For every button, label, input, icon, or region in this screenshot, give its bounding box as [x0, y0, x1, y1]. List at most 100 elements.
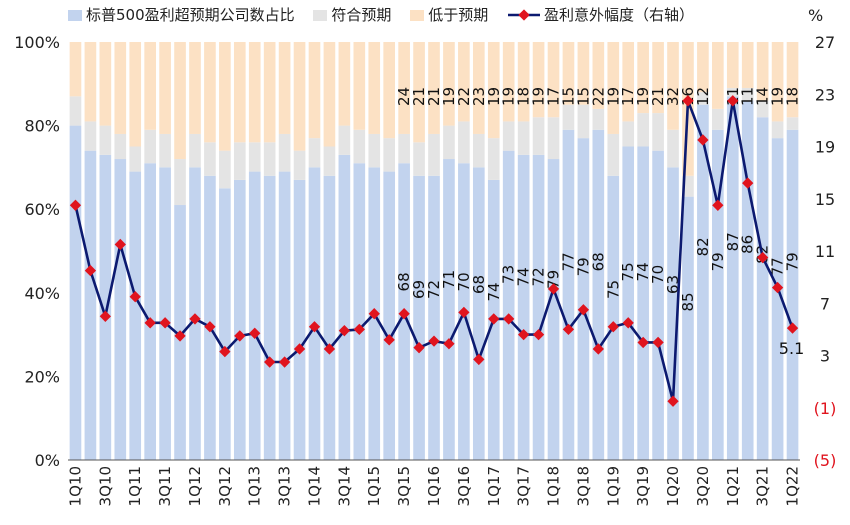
surprise-point-3Q11: [159, 317, 171, 329]
surprise-point-4Q20: [712, 199, 724, 211]
surprise-point-3Q20: [697, 134, 709, 146]
bar-inline-2Q21: [741, 87, 754, 101]
bar-label-beat-3Q20: 82: [694, 237, 712, 256]
x-tick-label: 1Q18: [545, 466, 563, 506]
surprise-point-1Q15: [368, 308, 380, 320]
bar-beat-1Q20: [667, 167, 679, 460]
bar-label-miss-4Q18: 22: [589, 87, 607, 106]
bar-miss-1Q14: [308, 42, 321, 139]
bar-beat-1Q19: [607, 175, 620, 460]
bar-label-beat-1Q17: 74: [485, 282, 503, 301]
bar-beat-4Q14: [353, 163, 366, 460]
surprise-point-2Q14: [323, 343, 336, 355]
surprise-point-1Q17: [488, 313, 500, 325]
bar-miss-3Q15: [398, 42, 410, 134]
bar-beat-3Q17: [517, 154, 530, 461]
x-tick-label: 1Q15: [365, 466, 383, 506]
surprise-point-4Q13: [293, 343, 306, 355]
bar-miss-3Q14: [338, 42, 351, 126]
x-tick-label: 1Q20: [664, 466, 682, 506]
bar-inline-4Q17: [532, 117, 545, 155]
legend-swatch-inline: [313, 10, 328, 21]
bar-label-beat-1Q19: 75: [604, 280, 622, 299]
bar-miss-2Q14: [323, 42, 336, 147]
bar-inline-3Q17: [517, 121, 530, 155]
bar-miss-4Q18: [592, 42, 605, 109]
bar-label-miss-2Q16: 19: [440, 87, 458, 106]
bar-beat-2Q17: [502, 150, 515, 460]
bar-miss-4Q12: [233, 42, 246, 143]
bar-inline-3Q15: [398, 133, 410, 164]
surprise-point-4Q19: [652, 336, 664, 349]
bar-miss-3Q11: [159, 42, 171, 134]
left-tick-label: 0%: [35, 451, 60, 470]
x-tick-label: 1Q17: [485, 466, 503, 506]
bar-inline-2Q19: [622, 121, 635, 147]
bar-miss-1Q22: [786, 42, 799, 118]
bar-beat-2Q13: [263, 175, 276, 460]
bar-miss-2Q17: [502, 42, 515, 122]
bar-label-beat-2Q18: 77: [559, 252, 577, 271]
bar-inline-1Q10: [69, 96, 82, 126]
bar-beat-3Q12: [219, 188, 231, 461]
surprise-point-1Q14: [308, 321, 321, 333]
surprise-point-1Q16: [428, 335, 440, 347]
bar-beat-4Q16: [472, 167, 485, 460]
bar-miss-3Q18: [577, 42, 590, 105]
bar-beat-3Q10: [99, 154, 112, 461]
bar-inline-3Q14: [338, 125, 351, 155]
bar-miss-4Q21: [771, 42, 784, 122]
surprise-point-4Q21: [771, 281, 784, 294]
bar-inline-1Q13: [248, 142, 261, 172]
surprise-point-1Q18: [547, 283, 560, 295]
bar-miss-2Q12: [204, 42, 216, 143]
bar-label-beat-4Q20: 79: [709, 252, 727, 271]
bar-beat-4Q21: [771, 138, 784, 460]
surprise-point-1Q19: [607, 321, 619, 333]
right-axis-unit: %: [808, 6, 824, 25]
surprise-point-2Q17: [503, 313, 515, 325]
surprise-point-3Q12: [219, 345, 231, 358]
bar-miss-1Q20: [667, 42, 679, 130]
bar-miss-4Q14: [353, 42, 366, 130]
x-tick-label: 1Q16: [425, 466, 443, 506]
bar-label-miss-4Q19: 21: [649, 87, 667, 106]
bar-inline-2Q17: [502, 121, 515, 151]
left-tick-label: 20%: [24, 367, 60, 386]
bar-label-miss-3Q21: 14: [754, 87, 772, 106]
bar-inline-3Q21: [756, 100, 769, 118]
bar-miss-3Q10: [99, 42, 112, 126]
bar-label-beat-3Q18: 79: [574, 257, 592, 276]
bar-beat-4Q19: [652, 150, 664, 460]
bar-miss-3Q20: [697, 42, 709, 93]
bar-label-beat-4Q21: 77: [769, 257, 787, 276]
bar-label-beat-4Q17: 72: [530, 267, 548, 286]
bar-inline-4Q15: [413, 142, 425, 176]
right-tick-label: (5): [814, 451, 837, 470]
left-tick-label: 40%: [24, 284, 60, 303]
x-tick-label: 3Q18: [574, 466, 592, 506]
legend-item-miss[interactable]: 低于预期: [410, 4, 488, 25]
surprise-point-2Q13: [264, 356, 276, 368]
surprise-point-4Q17: [532, 328, 545, 341]
right-tick-label: 15: [815, 190, 835, 209]
legend-item-inline[interactable]: 符合预期: [313, 4, 391, 25]
bar-label-miss-3Q19: 19: [634, 87, 652, 106]
bar-miss-4Q20: [712, 42, 724, 109]
bar-inline-3Q19: [637, 113, 649, 147]
bar-miss-4Q13: [293, 42, 306, 151]
bar-inline-1Q15: [368, 133, 381, 168]
bar-inline-3Q12: [219, 150, 231, 189]
bar-label-beat-2Q20: 85: [679, 292, 697, 311]
bar-inline-1Q16: [428, 133, 440, 176]
bar-inline-1Q12: [189, 133, 201, 168]
legend-item-surprise[interactable]: 盈利意外幅度（右轴）: [507, 4, 694, 25]
bar-inline-2Q18: [562, 104, 575, 130]
bar-beat-4Q20: [712, 129, 724, 460]
bar-inline-1Q19: [607, 133, 620, 176]
surprise-point-3Q18: [577, 304, 590, 316]
legend-item-beat[interactable]: 标普500盈利超预期公司数占比: [68, 4, 295, 25]
bar-inline-2Q12: [204, 142, 216, 176]
bar-label-beat-1Q18: 79: [545, 270, 563, 289]
left-tick-label: 80%: [24, 117, 60, 136]
